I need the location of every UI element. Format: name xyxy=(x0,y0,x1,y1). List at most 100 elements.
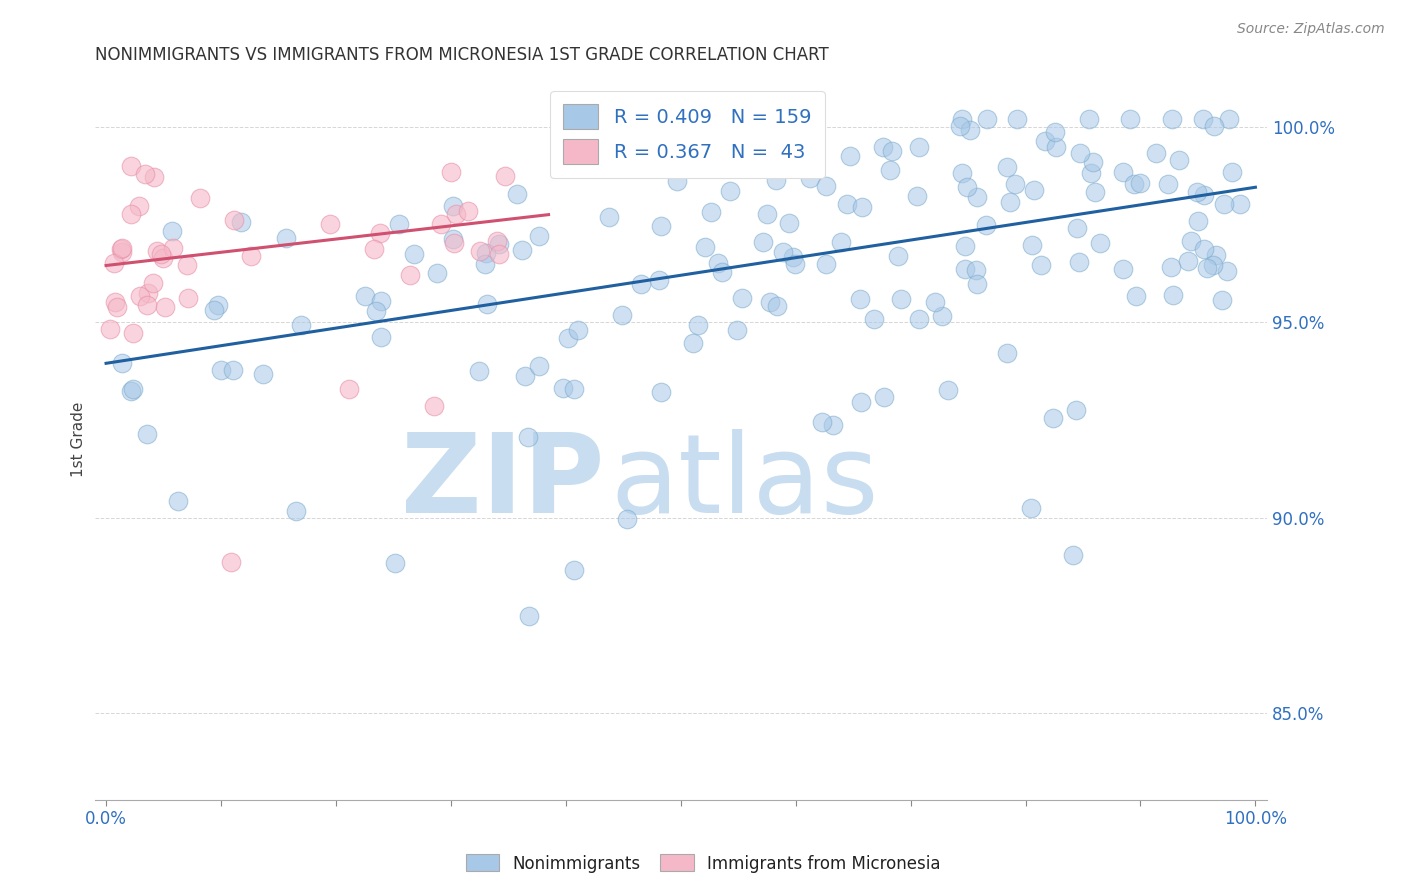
Point xyxy=(1192,243,1215,257)
Point xyxy=(782,250,804,264)
Point xyxy=(1080,166,1102,180)
Point xyxy=(886,248,908,262)
Point xyxy=(474,257,496,271)
Point xyxy=(188,191,211,205)
Point xyxy=(457,203,479,218)
Point xyxy=(485,234,508,248)
Text: NONIMMIGRANTS VS IMMIGRANTS FROM MICRONESIA 1ST GRADE CORRELATION CHART: NONIMMIGRANTS VS IMMIGRANTS FROM MICRONE… xyxy=(94,46,828,64)
Point xyxy=(731,291,754,305)
Point xyxy=(128,289,150,303)
Point xyxy=(974,218,997,232)
Point xyxy=(567,323,589,337)
Point xyxy=(880,144,903,158)
Point xyxy=(510,243,533,257)
Point xyxy=(695,240,717,254)
Point xyxy=(799,170,821,185)
Point xyxy=(966,190,988,204)
Point xyxy=(1194,188,1216,202)
Point xyxy=(837,197,859,211)
Point xyxy=(1005,112,1028,126)
Point xyxy=(506,187,529,202)
Point xyxy=(477,297,499,311)
Point xyxy=(908,312,931,326)
Point xyxy=(388,217,411,231)
Point xyxy=(468,363,491,377)
Point xyxy=(439,165,461,179)
Point xyxy=(426,266,449,280)
Point xyxy=(128,199,150,213)
Point xyxy=(1211,293,1233,307)
Point xyxy=(1024,183,1046,197)
Legend: Nonimmigrants, Immigrants from Micronesia: Nonimmigrants, Immigrants from Micronesi… xyxy=(458,847,948,880)
Point xyxy=(110,242,132,256)
Point xyxy=(995,346,1018,360)
Point xyxy=(363,242,385,256)
Point xyxy=(879,163,901,178)
Point xyxy=(274,231,297,245)
Point xyxy=(146,244,169,258)
Point xyxy=(135,426,157,441)
Point xyxy=(905,188,928,202)
Point xyxy=(1204,120,1226,134)
Point xyxy=(1215,264,1237,278)
Point xyxy=(177,292,200,306)
Point xyxy=(718,184,741,198)
Point xyxy=(1029,258,1052,272)
Point xyxy=(616,512,638,526)
Point xyxy=(120,159,142,173)
Point xyxy=(149,246,172,260)
Point xyxy=(800,112,823,126)
Point xyxy=(562,382,585,396)
Point xyxy=(1019,500,1042,515)
Point xyxy=(1062,548,1084,562)
Point xyxy=(429,218,451,232)
Point xyxy=(976,112,998,126)
Point xyxy=(444,206,467,220)
Point xyxy=(219,555,242,569)
Point xyxy=(557,331,579,345)
Point xyxy=(950,112,973,126)
Point xyxy=(995,160,1018,174)
Point xyxy=(810,415,832,429)
Point xyxy=(551,381,574,395)
Point xyxy=(207,298,229,312)
Point xyxy=(1000,194,1022,209)
Point xyxy=(765,173,787,187)
Point xyxy=(863,312,886,326)
Point xyxy=(202,303,225,318)
Point xyxy=(936,384,959,398)
Point xyxy=(1192,112,1215,126)
Point xyxy=(441,232,464,246)
Point xyxy=(949,119,972,133)
Point xyxy=(366,304,388,318)
Point xyxy=(354,289,377,303)
Point xyxy=(1205,247,1227,261)
Point xyxy=(1213,196,1236,211)
Point xyxy=(1202,258,1225,272)
Point xyxy=(772,245,794,260)
Point xyxy=(1111,164,1133,178)
Point xyxy=(111,241,134,255)
Point xyxy=(402,246,425,260)
Point xyxy=(513,369,536,384)
Point xyxy=(1004,178,1026,192)
Point xyxy=(111,244,134,259)
Point xyxy=(252,367,274,381)
Point xyxy=(529,359,551,373)
Point xyxy=(1021,237,1043,252)
Point xyxy=(851,200,873,214)
Point xyxy=(399,268,422,282)
Point xyxy=(176,258,198,272)
Point xyxy=(229,215,252,229)
Legend: R = 0.409   N = 159, R = 0.367   N =  43: R = 0.409 N = 159, R = 0.367 N = 43 xyxy=(550,91,825,178)
Point xyxy=(711,265,734,279)
Point xyxy=(470,244,492,258)
Text: Source: ZipAtlas.com: Source: ZipAtlas.com xyxy=(1237,22,1385,37)
Point xyxy=(488,237,510,252)
Point xyxy=(153,300,176,314)
Point xyxy=(1177,254,1199,268)
Point xyxy=(423,399,446,413)
Point xyxy=(966,277,988,292)
Point xyxy=(120,384,142,398)
Point xyxy=(370,330,392,344)
